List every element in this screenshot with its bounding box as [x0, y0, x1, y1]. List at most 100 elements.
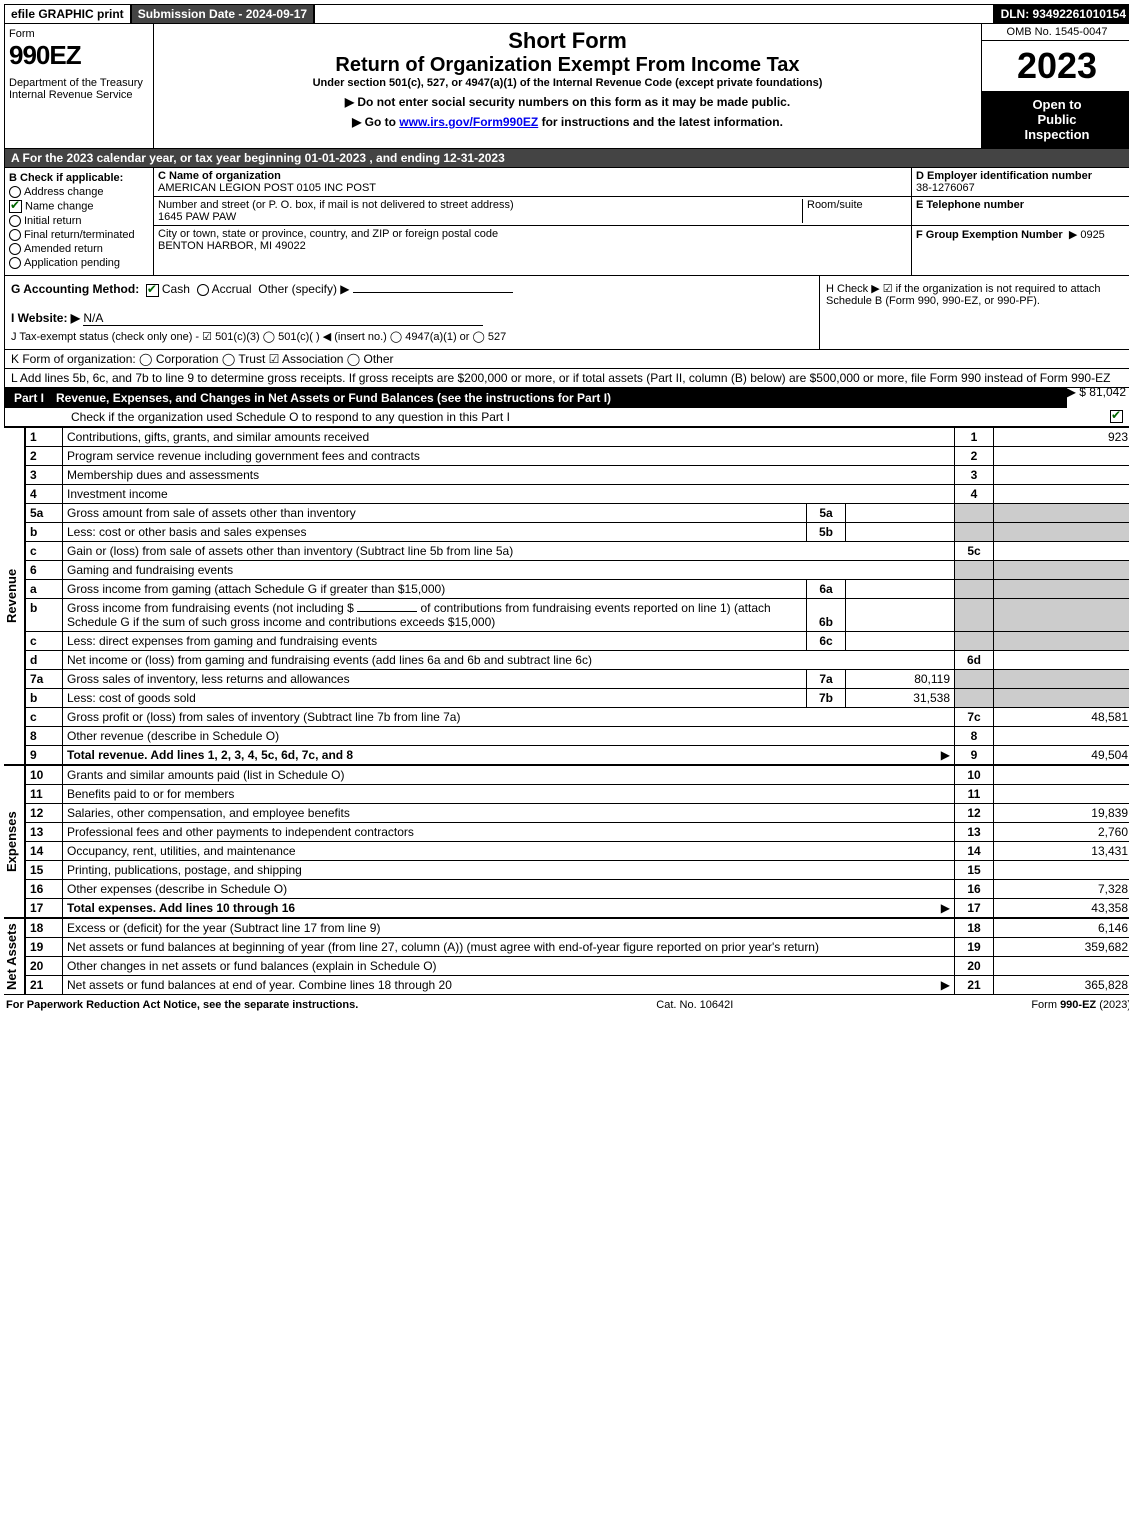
line-14: 14Occupancy, rent, utilities, and mainte…	[26, 841, 1129, 860]
line-4-num: 4	[26, 484, 63, 503]
line-20-ln: 20	[955, 956, 994, 975]
line-6d-desc: Net income or (loss) from gaming and fun…	[67, 653, 592, 667]
topbar-spacer	[315, 5, 992, 23]
line-16-num: 16	[26, 879, 63, 898]
chk-pending[interactable]: Application pending	[9, 257, 149, 269]
line-7b-shade1	[955, 688, 994, 707]
line-15-num: 15	[26, 860, 63, 879]
c-street-value: 1645 PAW PAW	[158, 211, 236, 223]
irs-link[interactable]: www.irs.gov/Form990EZ	[399, 115, 538, 129]
line-5b-num: b	[26, 522, 63, 541]
expenses-table: 10 Grants and similar amounts paid (list …	[25, 765, 1129, 918]
line-5b-shade1	[955, 522, 994, 541]
line-7b-shade2	[994, 688, 1129, 707]
line-7c-desc: Gross profit or (loss) from sales of inv…	[67, 710, 460, 724]
line-8-ln: 8	[955, 726, 994, 745]
line-10-num: 10	[26, 765, 63, 784]
line-10-desc: Grants and similar amounts paid (list in…	[67, 768, 344, 782]
h-text: H Check ▶ ☑ if the organization is not r…	[826, 283, 1101, 307]
col-c: C Name of organization AMERICAN LEGION P…	[154, 168, 911, 275]
c-room-label: Room/suite	[807, 199, 863, 211]
line-6d: dNet income or (loss) from gaming and fu…	[26, 650, 1129, 669]
b-label: B Check if applicable:	[9, 172, 149, 184]
c-city-label: City or town, state or province, country…	[158, 228, 498, 240]
line-5b-desc: Less: cost or other basis and sales expe…	[67, 525, 306, 539]
line-6a: a Gross income from gaming (attach Schedu…	[26, 579, 1129, 598]
line-20-amt	[994, 956, 1129, 975]
form-label: Form	[9, 28, 149, 40]
chk-accrual[interactable]	[197, 284, 209, 296]
f-group: F Group Exemption Number ▶ 0925	[912, 226, 1129, 243]
chk-amended-label: Amended return	[24, 243, 103, 255]
line-6b-shade1	[955, 598, 994, 631]
line-5b: b Less: cost or other basis and sales exp…	[26, 522, 1129, 541]
footer-mid: Cat. No. 10642I	[656, 999, 733, 1011]
col-def: D Employer identification number 38-1276…	[911, 168, 1129, 275]
line-7b-num: b	[26, 688, 63, 707]
line-7b-desc: Less: cost of goods sold	[67, 691, 196, 705]
line-6b-blank	[357, 611, 417, 612]
col-b: B Check if applicable: Address change Na…	[5, 168, 154, 275]
line-6-shade2	[994, 560, 1129, 579]
line-6a-shade2	[994, 579, 1129, 598]
chk-final[interactable]: Final return/terminated	[9, 229, 149, 241]
line-5a-sv	[846, 503, 955, 522]
line-14-ln: 14	[955, 841, 994, 860]
chk-amended[interactable]: Amended return	[9, 243, 149, 255]
line-13: 13Professional fees and other payments t…	[26, 822, 1129, 841]
netassets-section: Net Assets 18Excess or (deficit) for the…	[4, 918, 1129, 995]
tax-year: 2023	[982, 41, 1129, 91]
chk-address[interactable]: Address change	[9, 186, 149, 198]
line-7b-sv: 31,538	[846, 688, 955, 707]
line-6a-desc: Gross income from gaming (attach Schedul…	[67, 582, 445, 596]
chk-initial-label: Initial return	[24, 215, 81, 227]
line-6b-sv	[846, 598, 955, 631]
open1: Open to	[984, 97, 1129, 112]
vlabel-revenue: Revenue	[4, 427, 25, 765]
g-other-input[interactable]	[353, 292, 513, 293]
line-16-ln: 16	[955, 879, 994, 898]
revenue-section: Revenue 1Contributions, gifts, grants, a…	[4, 427, 1129, 765]
efile-link[interactable]: efile GRAPHIC print	[5, 5, 130, 23]
part-i-checkbox[interactable]	[1110, 410, 1123, 423]
line-6-shade1	[955, 560, 994, 579]
line-1-num: 1	[26, 427, 63, 446]
line-19-desc: Net assets or fund balances at beginning…	[67, 940, 819, 954]
line-5c-ln: 5c	[955, 541, 994, 560]
line-17: 17Total expenses. Add lines 10 through 1…	[26, 898, 1129, 917]
line-21-ln: 21	[955, 975, 994, 994]
chk-cash[interactable]	[146, 284, 159, 297]
line-18-num: 18	[26, 918, 63, 937]
c-name-value: AMERICAN LEGION POST 0105 INC POST	[158, 182, 376, 194]
chk-cash-label: Cash	[162, 282, 190, 296]
line-7c-num: c	[26, 707, 63, 726]
c-street-block: Number and street (or P. O. box, if mail…	[154, 197, 911, 226]
netassets-table: 18Excess or (deficit) for the year (Subt…	[25, 918, 1129, 995]
line-2-num: 2	[26, 446, 63, 465]
line-17-amt: 43,358	[994, 898, 1129, 917]
line-15-ln: 15	[955, 860, 994, 879]
chk-name[interactable]: Name change	[9, 200, 149, 213]
line-2-amt	[994, 446, 1129, 465]
chk-initial[interactable]: Initial return	[9, 215, 149, 227]
expenses-section: Expenses 10Grants and similar amounts pa…	[4, 765, 1129, 918]
line-6a-num: a	[26, 579, 63, 598]
line-12-desc: Salaries, other compensation, and employ…	[67, 806, 350, 820]
footer-left: For Paperwork Reduction Act Notice, see …	[6, 999, 358, 1011]
line-6: 6Gaming and fundraising events	[26, 560, 1129, 579]
line-5c-desc: Gain or (loss) from sale of assets other…	[67, 544, 513, 558]
e-tel-label: E Telephone number	[916, 199, 1024, 211]
line-15: 15Printing, publications, postage, and s…	[26, 860, 1129, 879]
j-tax-exempt: J Tax-exempt status (check only one) - ☑…	[11, 330, 813, 343]
line-16-amt: 7,328	[994, 879, 1129, 898]
line-3-desc: Membership dues and assessments	[67, 468, 259, 482]
line-7c: c Gross profit or (loss) from sales of in…	[26, 707, 1129, 726]
line-20: 20Other changes in net assets or fund ba…	[26, 956, 1129, 975]
line-6c-desc: Less: direct expenses from gaming and fu…	[67, 634, 377, 648]
subtitle: Under section 501(c), 527, or 4947(a)(1)…	[158, 77, 977, 89]
title-short-form: Short Form	[158, 28, 977, 54]
line-4: 4Investment income4	[26, 484, 1129, 503]
header-center: Short Form Return of Organization Exempt…	[154, 24, 981, 148]
header-left: Form 990EZ Department of the Treasury In…	[5, 24, 154, 148]
vlabel-netassets: Net Assets	[4, 918, 25, 995]
